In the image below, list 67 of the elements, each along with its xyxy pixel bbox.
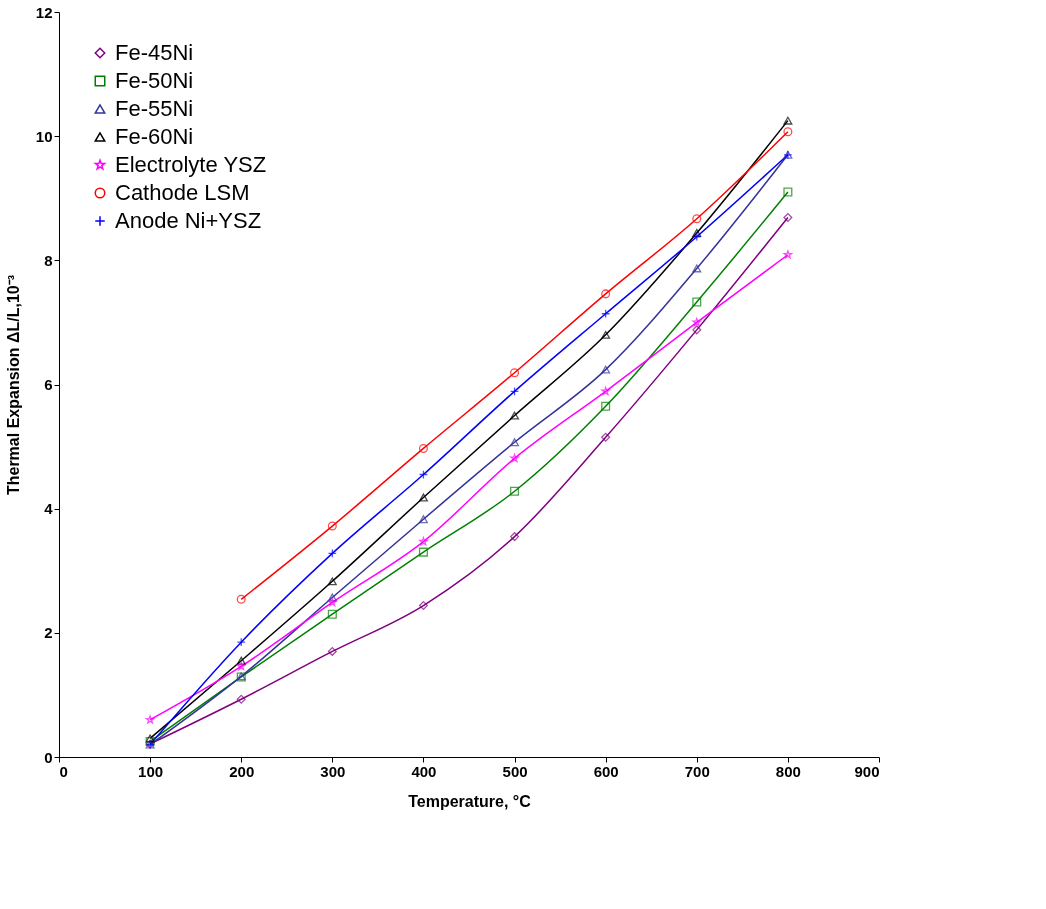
point xyxy=(510,486,520,496)
legend-label: Fe-55Ni xyxy=(115,96,194,121)
point xyxy=(236,656,246,665)
point xyxy=(692,229,702,238)
x-tick-label: 400 xyxy=(411,762,437,780)
point xyxy=(692,264,702,273)
point xyxy=(692,214,702,224)
x-axis-title: Temperature, °C xyxy=(408,792,532,810)
y-tick-label: 8 xyxy=(44,251,53,269)
point xyxy=(510,453,519,463)
legend-label: Cathode LSM xyxy=(115,180,250,205)
point xyxy=(783,116,793,125)
x-tick-label: 500 xyxy=(502,762,528,780)
point xyxy=(418,515,428,524)
legend-label: Fe-60Ni xyxy=(115,124,194,149)
point xyxy=(419,537,428,546)
point xyxy=(418,600,428,611)
x-tick-label: 900 xyxy=(854,762,880,780)
x-tick-label: 200 xyxy=(229,762,255,780)
y-tick-label: 12 xyxy=(35,3,53,21)
point xyxy=(145,715,155,724)
point xyxy=(236,661,246,671)
legend-label: Fe-50Ni xyxy=(115,68,194,93)
point xyxy=(601,289,611,299)
point xyxy=(510,368,520,378)
point xyxy=(601,401,611,411)
x-tick-label: 700 xyxy=(684,762,710,780)
point xyxy=(601,365,611,374)
point xyxy=(327,609,337,619)
y-tick-label: 10 xyxy=(35,127,53,145)
point xyxy=(327,593,337,602)
y-tick-label: 0 xyxy=(44,748,53,766)
point xyxy=(236,694,246,704)
point xyxy=(510,532,520,542)
legend-label: Electrolyte YSZ xyxy=(115,152,267,177)
point xyxy=(236,594,246,604)
legend-label: Fe-45Ni xyxy=(115,40,194,65)
point xyxy=(692,325,702,335)
x-tick-label: 300 xyxy=(320,762,346,780)
point xyxy=(327,577,337,586)
point xyxy=(418,547,428,557)
point xyxy=(601,432,611,442)
x-tick-label: 100 xyxy=(138,762,164,780)
x-tick-label: 0 xyxy=(59,762,68,780)
point xyxy=(601,330,611,339)
point xyxy=(418,443,428,453)
point xyxy=(692,297,702,307)
point xyxy=(783,187,793,197)
x-tick-label: 800 xyxy=(775,762,801,780)
point xyxy=(601,386,610,396)
point xyxy=(783,127,793,137)
y-tick-label: 2 xyxy=(44,624,53,642)
point xyxy=(327,646,337,656)
point xyxy=(783,250,793,259)
point xyxy=(327,521,337,531)
x-tick-label: 600 xyxy=(593,762,619,780)
y-tick-label: 4 xyxy=(44,500,54,518)
point xyxy=(692,317,702,327)
point xyxy=(418,493,428,502)
point xyxy=(783,212,793,223)
point xyxy=(510,438,520,447)
point xyxy=(236,637,246,647)
point xyxy=(510,411,520,420)
legend-label: Anode Ni+YSZ xyxy=(115,208,262,233)
point xyxy=(328,597,337,607)
y-axis-title: Thermal Expansion ΔL/L,10⁻³ xyxy=(4,274,22,496)
y-tick-label: 6 xyxy=(44,376,53,393)
